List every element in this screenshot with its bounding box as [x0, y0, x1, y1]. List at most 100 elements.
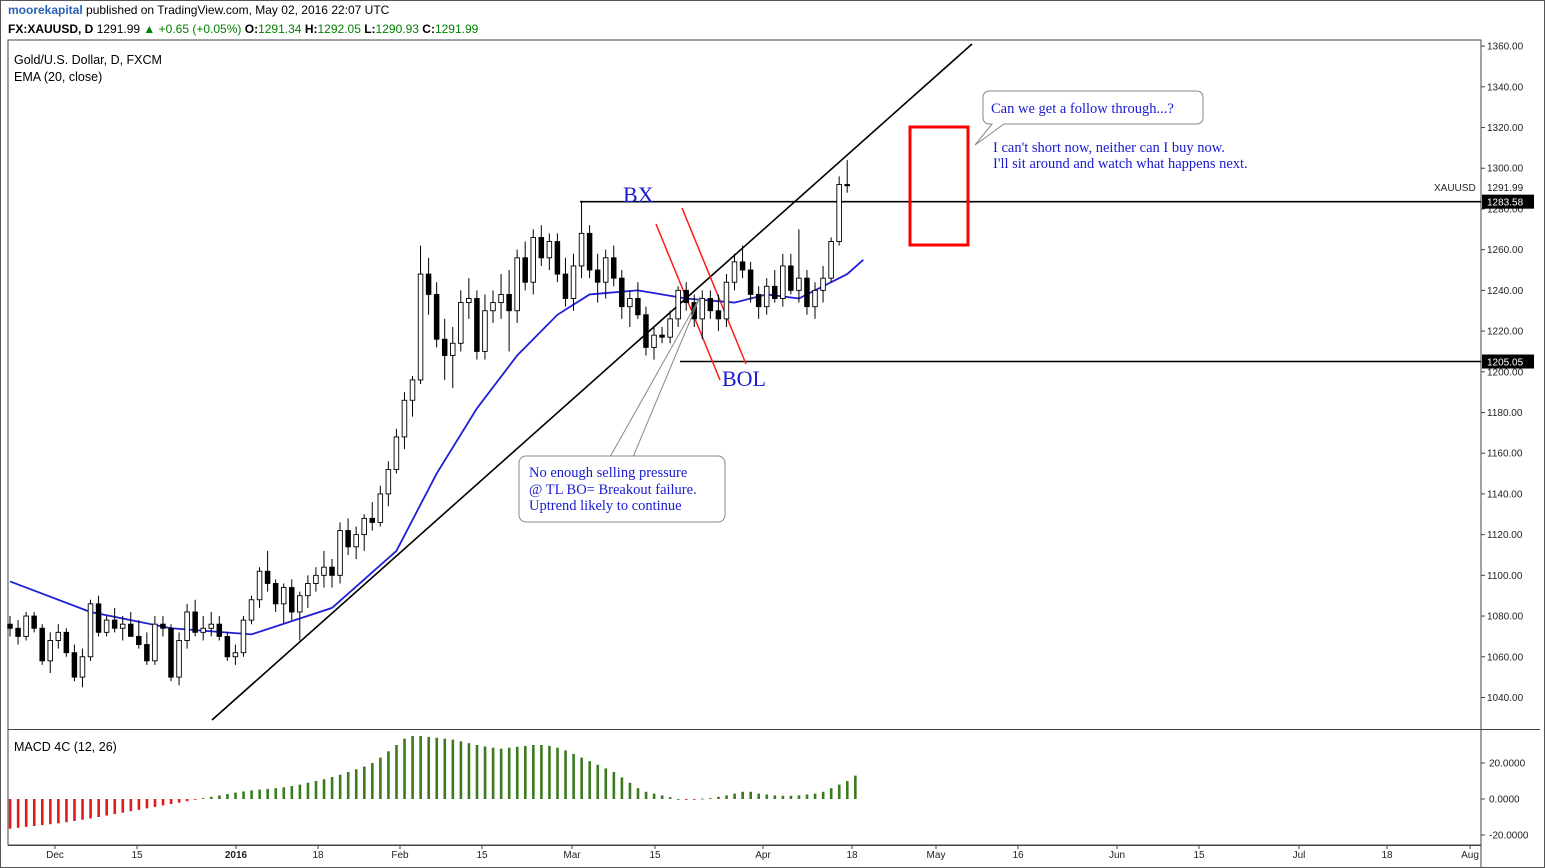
candle [514, 249, 520, 323]
candle-body [611, 257, 617, 279]
callout-bottom-bubble [518, 455, 726, 523]
candle [31, 611, 37, 633]
candle-body [337, 530, 343, 576]
candle-body [256, 570, 263, 601]
candle-body [715, 310, 722, 320]
candle [176, 632, 182, 686]
candle-body [224, 635, 231, 658]
macd-indicator-label[interactable]: MACD 4C (12, 26) [14, 740, 117, 754]
author-link[interactable]: moorekapital [8, 3, 83, 17]
macd-bar [338, 774, 342, 799]
macd-bar [282, 787, 286, 799]
candle-body [707, 298, 714, 312]
macd-bar [854, 775, 857, 799]
candle [675, 286, 681, 328]
macd-bar [41, 799, 44, 826]
macd-bar [499, 748, 503, 799]
resistance-price-tag [1482, 194, 1534, 209]
resistance-price-label: 1283.58 [1487, 198, 1524, 209]
candle [635, 282, 641, 319]
macd-tick-label: 20.0000 [1489, 759, 1526, 770]
macd-bar [668, 797, 672, 799]
candle-body [377, 493, 384, 523]
candle [168, 624, 174, 682]
macd-bar [741, 791, 744, 799]
candle-body [31, 615, 37, 629]
candle-body [289, 587, 295, 613]
candle [594, 253, 601, 303]
macd-bar [250, 790, 253, 799]
macd-bar [717, 796, 720, 799]
time-tick-label: 18 [846, 850, 858, 861]
macd-bar [604, 768, 608, 799]
candle [715, 294, 722, 332]
macd-bar [274, 788, 278, 799]
candle-body [313, 574, 319, 584]
candle-body [87, 603, 94, 658]
candle-body [747, 269, 754, 295]
candle [127, 611, 134, 637]
candle [377, 485, 384, 527]
candle-body [321, 566, 327, 576]
macd-bar [524, 745, 527, 799]
candle-body [425, 273, 432, 295]
macd-bar [379, 757, 382, 799]
candle [393, 428, 400, 474]
candle [7, 616, 13, 637]
candle [119, 616, 126, 641]
candle [611, 245, 617, 287]
macd-bar [491, 747, 495, 799]
candle [353, 526, 359, 560]
price-tick-label: 1220.00 [1487, 327, 1524, 338]
time-tick-label: 18 [1381, 850, 1393, 861]
price-tick-label: 1280.00 [1487, 204, 1524, 215]
candle [458, 290, 464, 352]
time-tick-label: 15 [649, 850, 661, 861]
candle-body [796, 277, 802, 291]
candle [208, 611, 214, 637]
macd-bar [693, 799, 696, 800]
candle-body [482, 310, 488, 352]
macd-bar [49, 799, 52, 825]
candle-body [804, 277, 810, 308]
note-line-2: I'll sit around and watch what happens n… [993, 156, 1248, 172]
macd-bar [749, 791, 752, 799]
candle-body [136, 635, 142, 645]
ema-indicator-label[interactable]: EMA (20, close) [14, 70, 103, 84]
candle-body [176, 640, 182, 678]
macd-bar [580, 757, 583, 799]
macd-bar [419, 736, 422, 799]
candle [747, 261, 754, 303]
macd-bar [185, 799, 189, 802]
low-value: 1290.93 [375, 22, 419, 36]
macd-bar [16, 799, 20, 828]
candle [232, 644, 239, 665]
candle-body [594, 269, 601, 283]
candle [739, 245, 746, 279]
candle [450, 327, 456, 389]
candle-body [619, 277, 625, 308]
macd-bar [242, 791, 245, 799]
candle [264, 550, 271, 592]
macd-bar [548, 745, 551, 799]
macd-bar [32, 799, 36, 826]
candle-body [401, 399, 408, 438]
macd-bar [113, 799, 117, 815]
highlight-box [908, 125, 970, 247]
macd-bar [89, 799, 92, 819]
candle-body [554, 241, 561, 275]
candle [755, 286, 762, 319]
price-tick-label: 1080.00 [1487, 612, 1524, 623]
candle [586, 225, 593, 279]
candle [804, 270, 810, 315]
macd-bar [226, 793, 229, 799]
time-tick-label: 18 [312, 850, 324, 861]
candle [87, 599, 94, 661]
candle-body [538, 236, 545, 259]
candle-body [208, 623, 214, 629]
callout-bottom-line-3: Uptrend likely to continue [529, 498, 682, 514]
candle [498, 274, 504, 319]
macd-tick-label: -20.0000 [1489, 831, 1529, 842]
candle-body [385, 469, 392, 495]
